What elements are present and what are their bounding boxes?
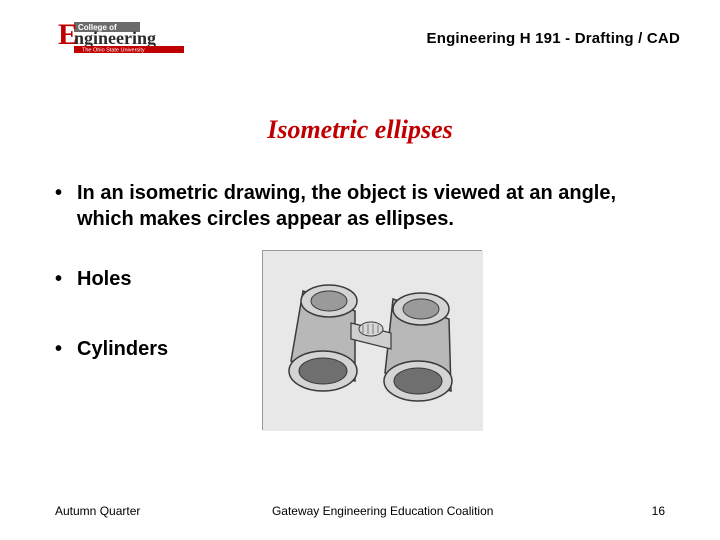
- binoculars-icon: [263, 251, 483, 431]
- slide-header: College of E ngineering The Ohio State U…: [40, 18, 680, 58]
- binoculars-figure: [262, 250, 482, 430]
- footer-page-number: 16: [625, 504, 665, 518]
- slide-footer: Autumn Quarter Gateway Engineering Educa…: [55, 504, 665, 518]
- bullet-item: In an isometric drawing, the object is v…: [55, 180, 665, 232]
- footer-center: Gateway Engineering Education Coalition: [140, 504, 625, 518]
- engineering-logo-icon: College of E ngineering The Ohio State U…: [40, 20, 200, 56]
- college-logo: College of E ngineering The Ohio State U…: [40, 20, 200, 56]
- slide-title: Isometric ellipses: [0, 115, 720, 145]
- footer-left: Autumn Quarter: [55, 504, 140, 518]
- course-label: Engineering H 191 - Drafting / CAD: [427, 30, 681, 47]
- logo-main-word: ngineering: [74, 28, 156, 48]
- logo-sub-word: The Ohio State University: [82, 48, 145, 54]
